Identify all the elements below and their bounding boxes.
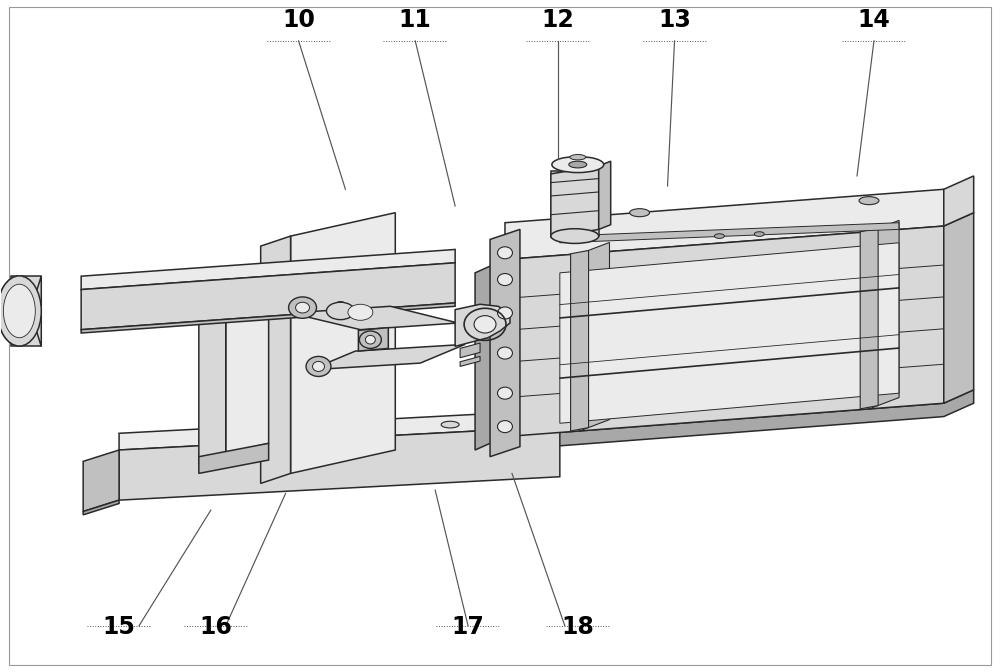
Ellipse shape bbox=[0, 276, 41, 346]
Polygon shape bbox=[599, 161, 611, 229]
Polygon shape bbox=[261, 236, 291, 483]
Ellipse shape bbox=[498, 387, 512, 399]
Text: 14: 14 bbox=[858, 8, 890, 32]
Ellipse shape bbox=[498, 347, 512, 359]
Ellipse shape bbox=[552, 157, 604, 173]
Ellipse shape bbox=[3, 284, 35, 338]
Ellipse shape bbox=[441, 421, 459, 428]
Text: 11: 11 bbox=[399, 8, 432, 32]
Polygon shape bbox=[358, 328, 388, 351]
Ellipse shape bbox=[359, 331, 381, 348]
Polygon shape bbox=[460, 356, 480, 366]
Polygon shape bbox=[551, 166, 599, 237]
Polygon shape bbox=[226, 269, 269, 454]
Polygon shape bbox=[81, 249, 455, 290]
Polygon shape bbox=[475, 259, 505, 450]
Polygon shape bbox=[505, 390, 974, 450]
Polygon shape bbox=[505, 190, 944, 259]
Polygon shape bbox=[11, 276, 41, 346]
Polygon shape bbox=[490, 229, 520, 457]
Ellipse shape bbox=[569, 161, 587, 168]
Ellipse shape bbox=[630, 209, 650, 216]
Polygon shape bbox=[580, 243, 609, 431]
Ellipse shape bbox=[289, 297, 317, 319]
Polygon shape bbox=[944, 176, 974, 226]
Polygon shape bbox=[81, 303, 455, 333]
Ellipse shape bbox=[222, 433, 240, 440]
Polygon shape bbox=[571, 251, 589, 431]
Polygon shape bbox=[860, 228, 878, 409]
Ellipse shape bbox=[714, 234, 724, 239]
Polygon shape bbox=[869, 220, 899, 409]
Ellipse shape bbox=[365, 335, 375, 344]
Polygon shape bbox=[83, 500, 119, 515]
Polygon shape bbox=[291, 212, 395, 473]
Polygon shape bbox=[505, 226, 944, 437]
Text: 13: 13 bbox=[658, 8, 691, 32]
Polygon shape bbox=[119, 427, 560, 500]
Ellipse shape bbox=[551, 228, 599, 243]
Text: 12: 12 bbox=[541, 8, 574, 32]
Polygon shape bbox=[460, 343, 480, 358]
Ellipse shape bbox=[498, 307, 512, 319]
Text: 16: 16 bbox=[199, 614, 232, 638]
Polygon shape bbox=[199, 444, 269, 473]
Polygon shape bbox=[944, 212, 974, 403]
Text: 17: 17 bbox=[452, 614, 485, 638]
Polygon shape bbox=[551, 171, 599, 236]
Text: 18: 18 bbox=[561, 614, 594, 638]
Ellipse shape bbox=[754, 232, 764, 237]
Polygon shape bbox=[560, 243, 899, 423]
Ellipse shape bbox=[326, 302, 354, 320]
Polygon shape bbox=[119, 410, 560, 450]
Ellipse shape bbox=[498, 274, 512, 286]
Ellipse shape bbox=[334, 302, 346, 311]
Ellipse shape bbox=[348, 304, 373, 321]
Ellipse shape bbox=[498, 247, 512, 259]
Ellipse shape bbox=[306, 356, 331, 376]
Ellipse shape bbox=[296, 302, 310, 313]
Polygon shape bbox=[81, 263, 455, 330]
Text: 10: 10 bbox=[282, 8, 315, 32]
Text: 15: 15 bbox=[103, 614, 135, 638]
Ellipse shape bbox=[474, 316, 496, 333]
Ellipse shape bbox=[570, 155, 586, 160]
Polygon shape bbox=[311, 344, 465, 370]
Ellipse shape bbox=[313, 362, 324, 372]
Polygon shape bbox=[199, 280, 226, 465]
Polygon shape bbox=[0, 276, 41, 346]
Polygon shape bbox=[455, 304, 510, 346]
Polygon shape bbox=[560, 222, 899, 243]
Ellipse shape bbox=[859, 197, 879, 205]
Ellipse shape bbox=[498, 421, 512, 433]
Polygon shape bbox=[291, 306, 458, 330]
Polygon shape bbox=[83, 450, 119, 511]
